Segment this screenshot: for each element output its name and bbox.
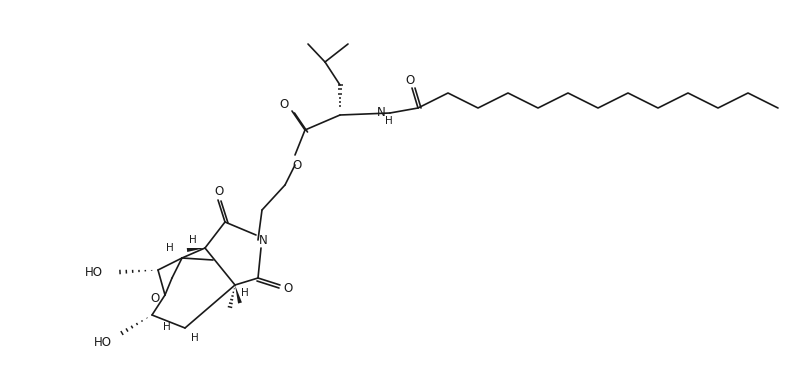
Text: O: O: [293, 158, 301, 171]
Text: HO: HO: [94, 336, 112, 349]
Text: O: O: [284, 282, 293, 295]
Text: HO: HO: [85, 266, 103, 279]
Text: H: H: [166, 243, 174, 253]
Text: O: O: [214, 184, 223, 197]
Polygon shape: [235, 285, 242, 303]
Text: H: H: [191, 333, 199, 343]
Text: N: N: [259, 233, 268, 246]
Text: O: O: [280, 98, 289, 111]
Polygon shape: [187, 248, 205, 252]
Text: O: O: [405, 73, 414, 86]
Text: H: H: [385, 116, 393, 126]
Text: H: H: [241, 288, 249, 298]
Text: N: N: [376, 105, 385, 118]
Text: O: O: [151, 292, 160, 305]
Text: H: H: [163, 322, 171, 332]
Text: H: H: [189, 235, 197, 245]
